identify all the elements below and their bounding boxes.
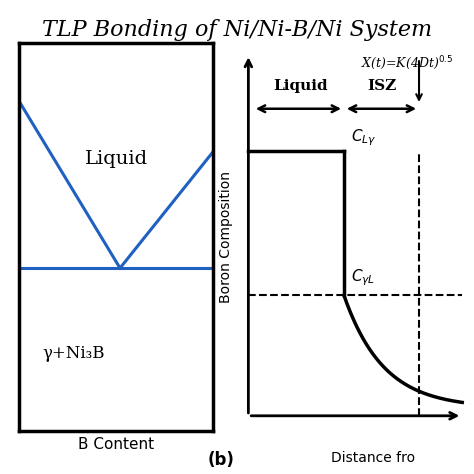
Text: Boron Composition: Boron Composition xyxy=(219,171,233,303)
Text: $C_{\gamma L}$: $C_{\gamma L}$ xyxy=(351,267,375,288)
Text: $C_{L\gamma}$: $C_{L\gamma}$ xyxy=(351,127,376,147)
Text: ISZ: ISZ xyxy=(367,79,396,93)
Text: (b): (b) xyxy=(208,451,234,469)
Text: γ+Ni₃B: γ+Ni₃B xyxy=(42,345,105,362)
Text: Liquid: Liquid xyxy=(84,150,148,168)
Text: TLP Bonding of Ni/Ni-B/Ni System: TLP Bonding of Ni/Ni-B/Ni System xyxy=(42,19,432,41)
Text: X(t)=K(4Dt)$^{0.5}$: X(t)=K(4Dt)$^{0.5}$ xyxy=(362,55,454,72)
X-axis label: B Content: B Content xyxy=(78,437,154,452)
Text: Distance fro: Distance fro xyxy=(331,451,416,465)
Text: Liquid: Liquid xyxy=(273,79,328,93)
